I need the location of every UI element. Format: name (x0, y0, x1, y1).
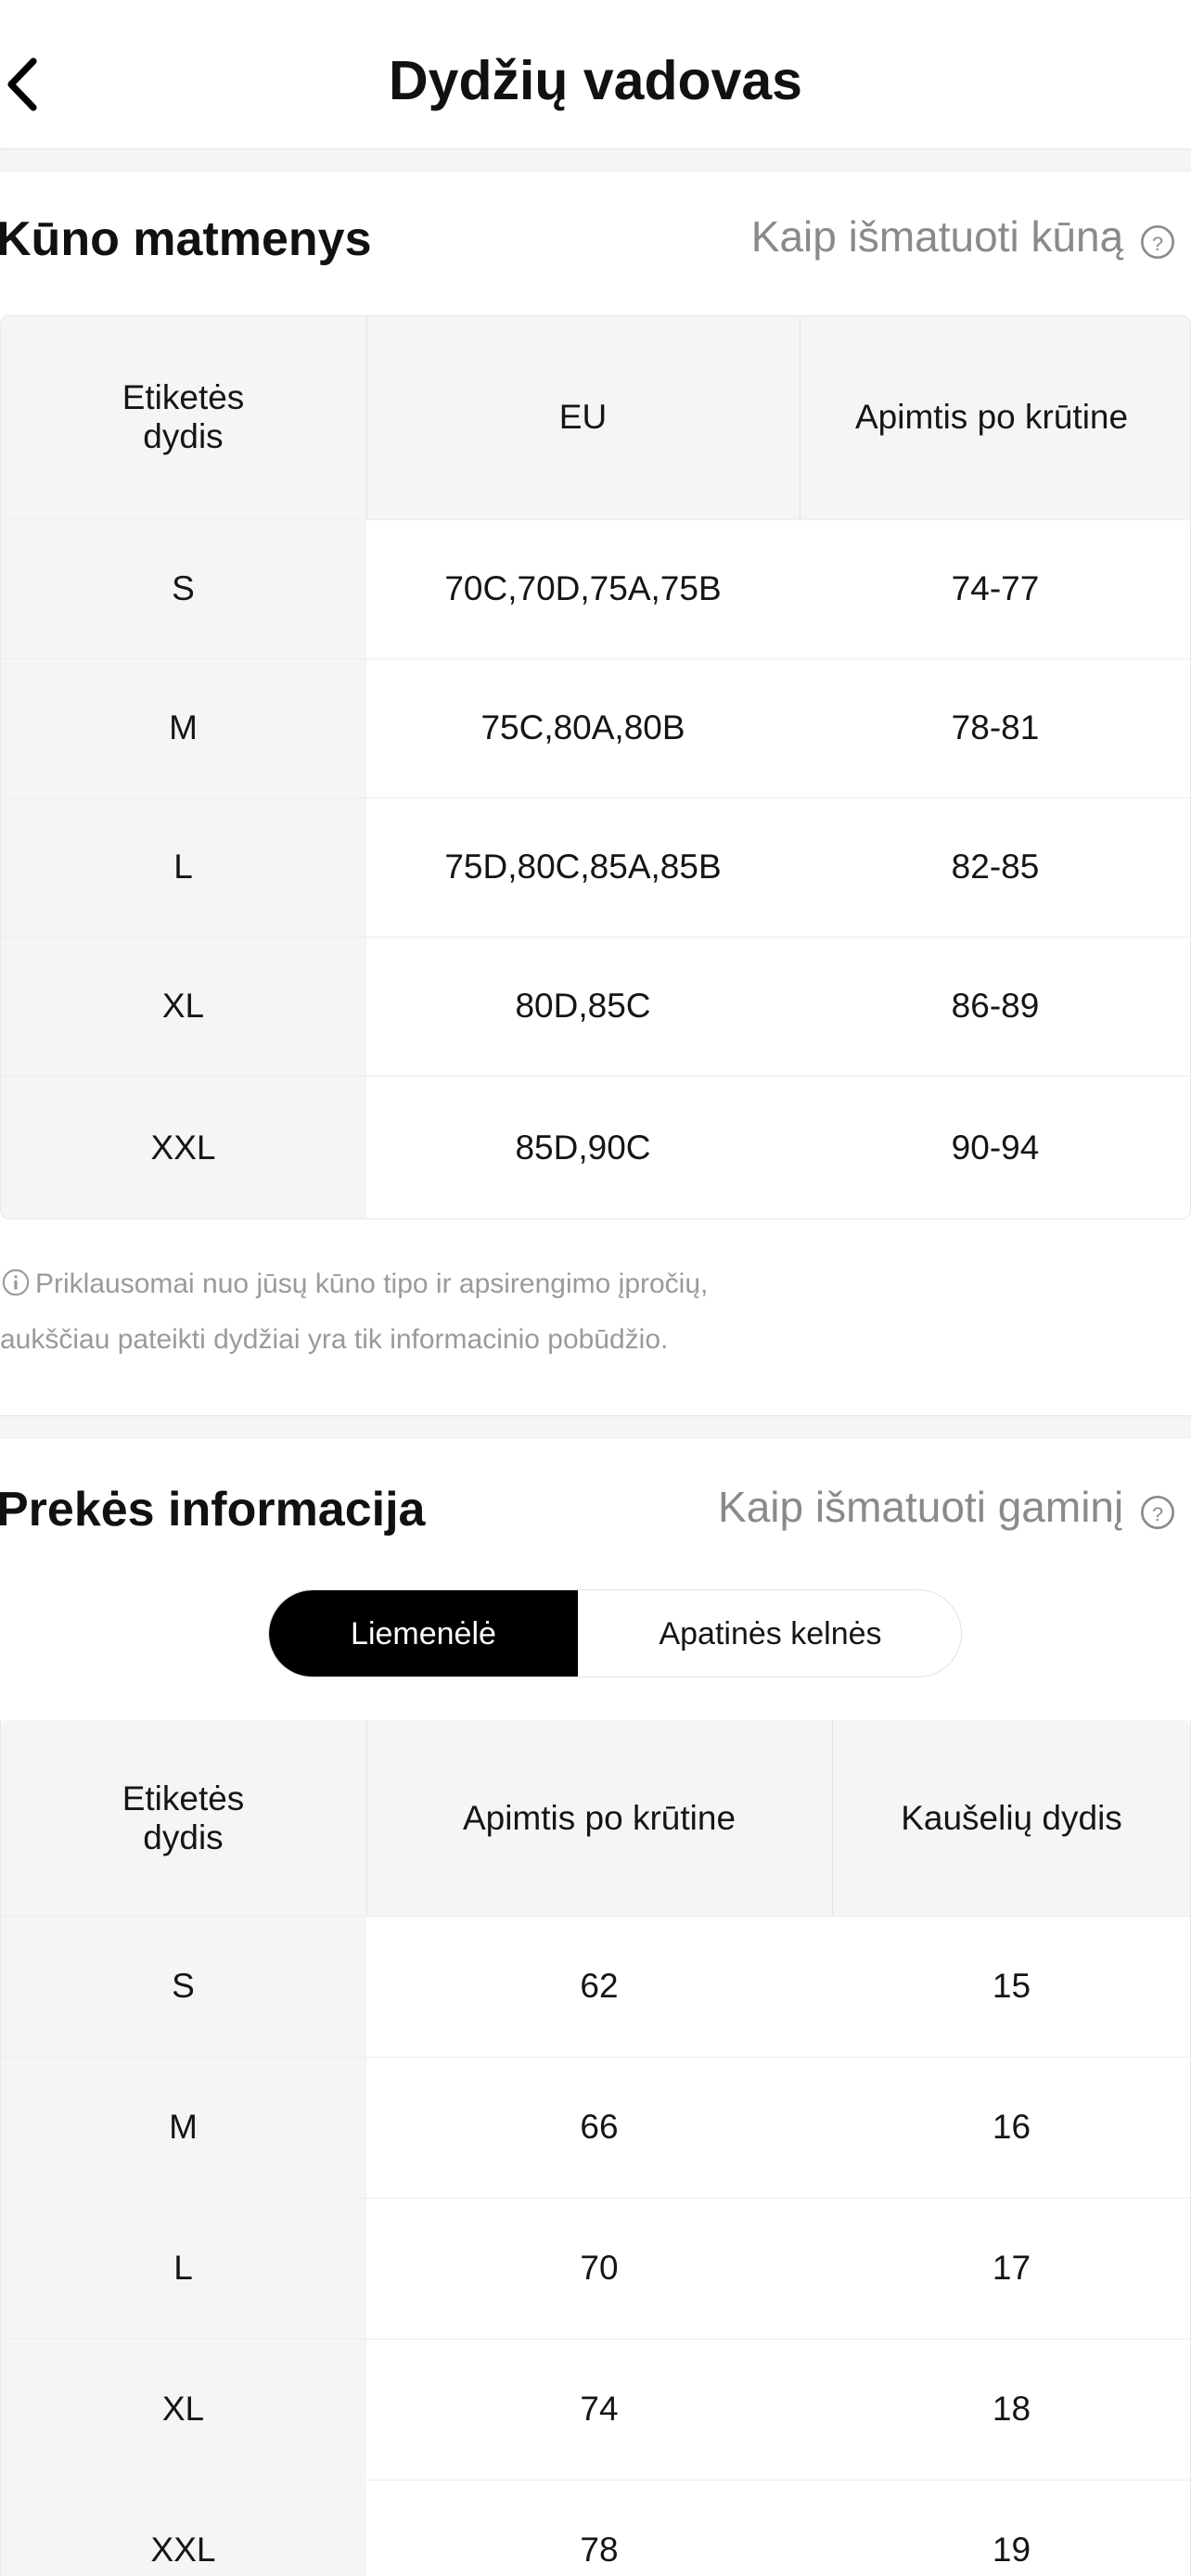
svg-text:?: ? (1152, 1502, 1163, 1525)
svg-text:?: ? (1152, 232, 1163, 255)
